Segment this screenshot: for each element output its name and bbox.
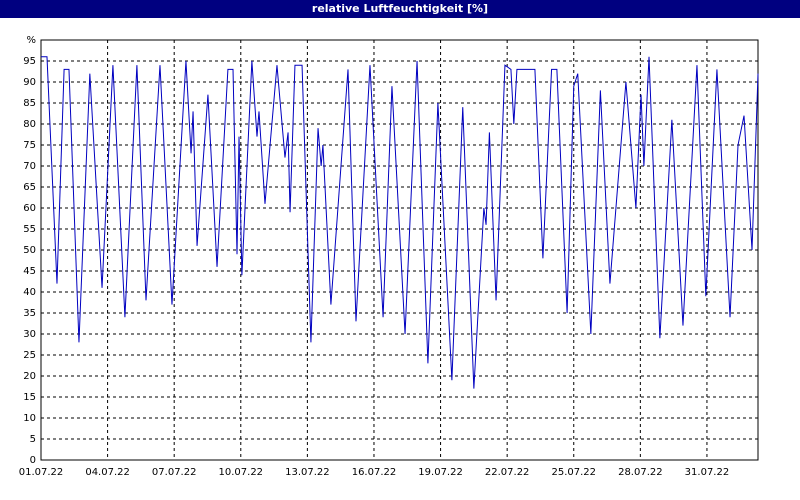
x-tick-label: 31.07.22 [685,467,730,478]
data-line [41,56,759,389]
y-tick-label: 50 [23,245,36,256]
y-tick-label: 85 [23,98,36,109]
y-tick-label: 90 [23,77,36,88]
y-tick-label: 30 [23,329,36,340]
y-tick-label: 80 [23,119,36,130]
y-tick-label: % [26,35,36,46]
y-tick-label: 95 [23,56,36,67]
y-tick-label: 40 [23,287,36,298]
x-tick-label: 25.07.22 [551,467,596,478]
y-tick-label: 60 [23,203,36,214]
x-tick-label: 28.07.22 [618,467,663,478]
x-tick-label: 19.07.22 [418,467,463,478]
y-tick-label: 75 [23,140,36,151]
x-tick-label: 01.07.22 [19,467,64,478]
y-tick-label: 70 [23,161,36,172]
y-tick-label: 20 [23,371,36,382]
chart-title: relative Luftfeuchtigkeit [%] [312,2,488,15]
y-tick-label: 35 [23,308,36,319]
x-tick-label: 07.07.22 [152,467,197,478]
x-tick-label: 10.07.22 [219,467,264,478]
y-tick-label: 0 [30,455,36,466]
y-tick-label: 25 [23,350,36,361]
x-tick-label: 16.07.22 [352,467,397,478]
x-tick-label: 04.07.22 [85,467,130,478]
title-bar [0,0,800,18]
y-tick-label: 55 [23,224,36,235]
y-tick-label: 5 [30,434,36,445]
y-tick-label: 65 [23,182,36,193]
y-tick-label: 15 [23,392,36,403]
y-tick-label: 45 [23,266,36,277]
x-tick-label: 13.07.22 [285,467,330,478]
x-tick-label: 22.07.22 [485,467,530,478]
y-tick-label: 10 [23,413,36,424]
